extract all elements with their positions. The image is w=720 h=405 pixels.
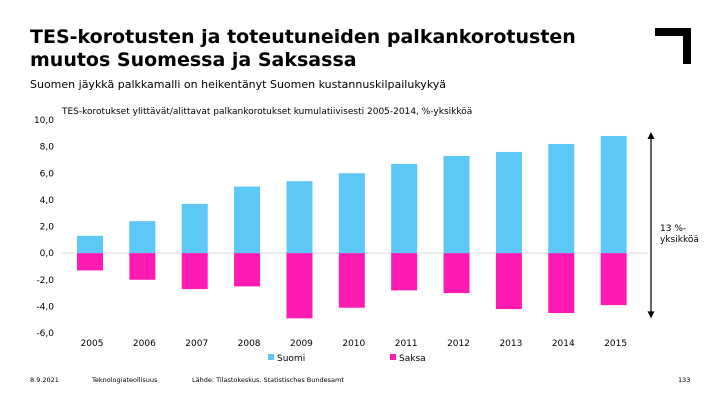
bar-suomi-2012	[443, 155, 470, 254]
bar-suomi-2007	[181, 203, 208, 254]
footer-organization: Teknologiateollisuus	[92, 376, 158, 384]
difference-arrow-bottom	[647, 311, 655, 319]
page-subtitle: Suomen jäykkä palkkamalli on heikentänyt…	[30, 78, 447, 91]
legend-label-saksa: Saksa	[399, 354, 426, 364]
bar-suomi-2015	[600, 135, 627, 254]
y-tick-label: 4,0	[40, 196, 55, 206]
chart-title: TES-korotukset ylittävät/alittavat palka…	[61, 107, 472, 117]
bar-saksa-2013	[495, 253, 522, 310]
bar-suomi-2006	[129, 221, 156, 254]
y-tick-label: -6,0	[36, 329, 54, 339]
bar-saksa-2008	[234, 253, 261, 287]
x-tick-label: 2007	[185, 339, 208, 349]
bar-saksa-2015	[600, 253, 627, 306]
x-tick-label: 2006	[133, 339, 156, 349]
difference-arrow-top	[647, 131, 655, 139]
y-tick-label: -2,0	[36, 276, 54, 286]
bar-saksa-2007	[181, 253, 208, 290]
y-tick-label: 8,0	[40, 143, 55, 153]
x-tick-label: 2011	[395, 339, 418, 349]
bar-suomi-2005	[77, 235, 103, 254]
footer-date: 8.9.2021	[30, 376, 59, 384]
legend-swatch-suomi	[268, 354, 274, 360]
legend-swatch-saksa	[390, 354, 396, 360]
bar-saksa-2014	[548, 253, 575, 314]
y-tick-label: -4,0	[36, 302, 54, 312]
x-tick-label: 2008	[238, 339, 261, 349]
y-tick-label: 0,0	[40, 249, 55, 259]
bar-saksa-2011	[391, 253, 418, 291]
footer-page-number: 133	[678, 376, 691, 384]
bar-saksa-2006	[129, 253, 156, 280]
bar-suomi-2013	[495, 151, 522, 254]
bar-suomi-2011	[391, 163, 418, 254]
bar-suomi-2009	[286, 181, 313, 254]
difference-annotation: 13 %-yksikköä	[660, 224, 699, 245]
bar-suomi-2014	[548, 143, 575, 254]
x-tick-label: 2013	[499, 339, 522, 349]
x-tick-label: 2015	[604, 339, 627, 349]
y-tick-label: 10,0	[34, 116, 54, 126]
y-tick-label: 2,0	[40, 223, 55, 233]
x-tick-label: 2010	[342, 339, 365, 349]
legend-label-suomi: Suomi	[277, 354, 305, 364]
bar-saksa-2010	[338, 253, 365, 308]
bar-suomi-2008	[234, 186, 261, 254]
y-tick-label: 6,0	[40, 169, 55, 179]
x-tick-label: 2005	[81, 339, 104, 349]
page-title: TES-korotusten ja toteutuneiden palkanko…	[30, 26, 576, 71]
logo-icon	[655, 28, 691, 64]
bar-saksa-2012	[443, 253, 470, 294]
bar-saksa-2009	[286, 253, 313, 319]
x-tick-label: 2014	[552, 339, 575, 349]
bar-suomi-2010	[338, 173, 365, 254]
x-tick-label: 2009	[290, 339, 313, 349]
footer-source: Lähde: Tilastokeskus, Statistisches Bund…	[192, 376, 344, 384]
bar-saksa-2005	[77, 253, 103, 271]
x-tick-label: 2012	[447, 339, 470, 349]
